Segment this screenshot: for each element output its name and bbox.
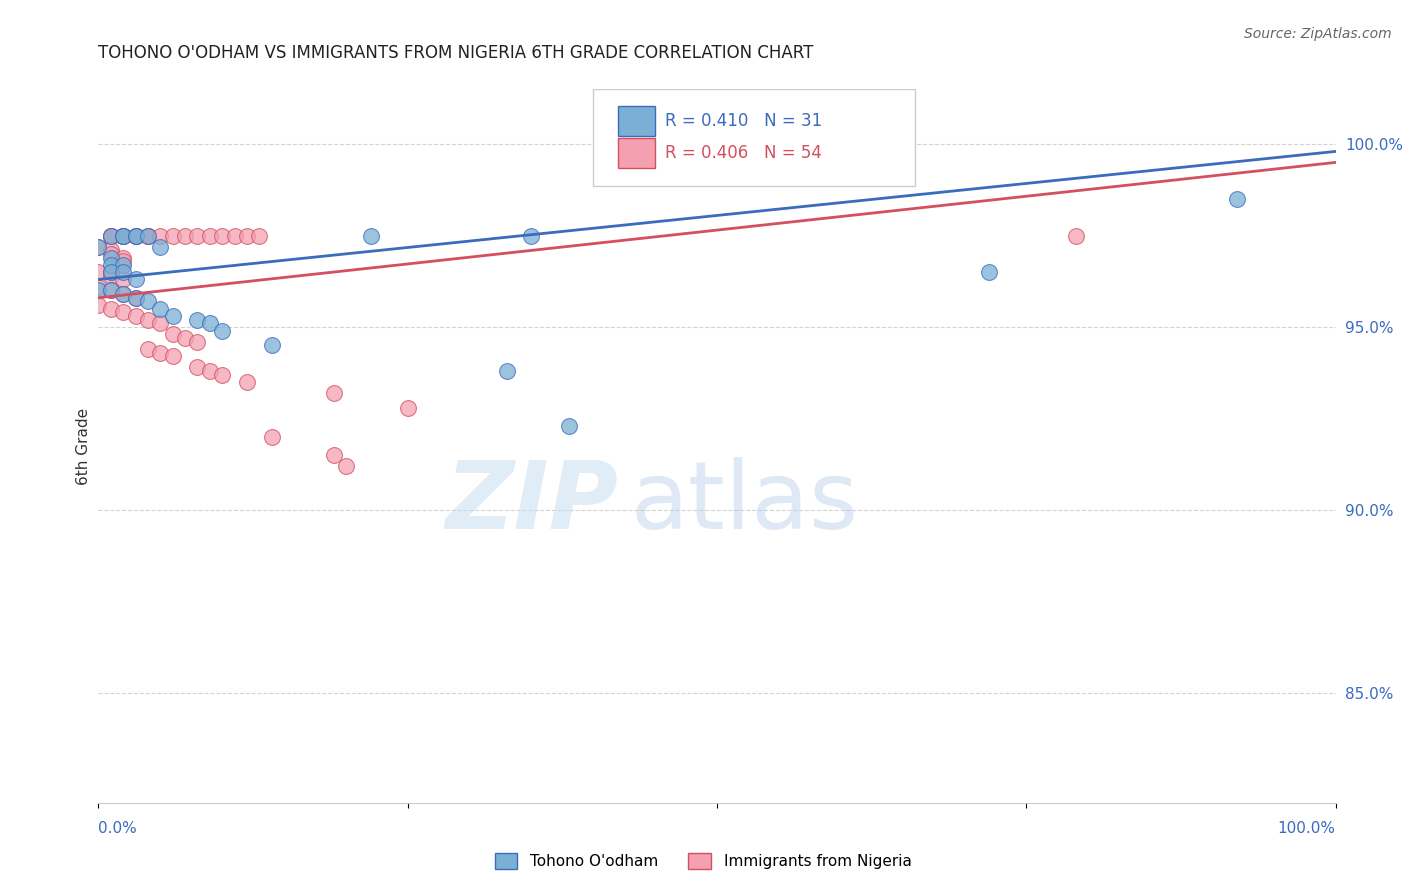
Point: [136, 228, 159, 243]
Text: Source: ZipAtlas.com: Source: ZipAtlas.com: [1244, 27, 1392, 41]
Point: [149, 239, 172, 253]
Point: [112, 228, 135, 243]
Point: [1226, 192, 1249, 206]
Point: [112, 287, 135, 301]
Point: [186, 228, 208, 243]
Point: [100, 251, 122, 265]
Point: [100, 301, 122, 316]
Text: 0.0%: 0.0%: [98, 821, 138, 836]
Point: [1064, 228, 1087, 243]
Point: [124, 272, 146, 286]
Text: R = 0.410   N = 31: R = 0.410 N = 31: [665, 112, 823, 129]
Point: [100, 284, 122, 298]
Point: [100, 268, 122, 283]
Point: [211, 228, 233, 243]
Point: [236, 375, 259, 389]
Point: [100, 228, 122, 243]
Point: [520, 228, 543, 243]
Y-axis label: 6th Grade: 6th Grade: [76, 408, 91, 484]
Point: [322, 448, 344, 462]
Bar: [619, 105, 655, 136]
Point: [198, 228, 221, 243]
Point: [149, 301, 172, 316]
Point: [124, 228, 146, 243]
Point: [124, 291, 146, 305]
Point: [322, 386, 344, 401]
Point: [260, 430, 283, 444]
Point: [112, 272, 135, 286]
Point: [260, 338, 283, 352]
Point: [186, 312, 208, 326]
Point: [112, 228, 135, 243]
Point: [149, 228, 172, 243]
Point: [149, 317, 172, 331]
Point: [112, 265, 135, 279]
Point: [557, 418, 579, 433]
Point: [396, 401, 419, 415]
Point: [162, 309, 184, 323]
Point: [124, 291, 146, 305]
Point: [198, 317, 221, 331]
Point: [112, 228, 135, 243]
Point: [149, 345, 172, 359]
Point: [87, 298, 110, 312]
Point: [112, 258, 135, 272]
Point: [100, 228, 122, 243]
Point: [136, 228, 159, 243]
Point: [87, 280, 110, 294]
Point: [236, 228, 259, 243]
FancyBboxPatch shape: [593, 89, 915, 186]
Point: [112, 228, 135, 243]
Text: TOHONO O'ODHAM VS IMMIGRANTS FROM NIGERIA 6TH GRADE CORRELATION CHART: TOHONO O'ODHAM VS IMMIGRANTS FROM NIGERI…: [98, 45, 814, 62]
Point: [112, 228, 135, 243]
Point: [136, 342, 159, 356]
Point: [100, 258, 122, 272]
Text: R = 0.406   N = 54: R = 0.406 N = 54: [665, 144, 823, 161]
Text: atlas: atlas: [630, 457, 859, 549]
Point: [87, 239, 110, 253]
Point: [162, 349, 184, 363]
Point: [174, 228, 197, 243]
Point: [124, 228, 146, 243]
Point: [186, 360, 208, 375]
Point: [124, 309, 146, 323]
Point: [495, 364, 517, 378]
Point: [136, 312, 159, 326]
Point: [335, 459, 357, 474]
Point: [100, 244, 122, 258]
Point: [100, 228, 122, 243]
Text: 100.0%: 100.0%: [1278, 821, 1336, 836]
Point: [112, 254, 135, 268]
Point: [100, 265, 122, 279]
Point: [100, 265, 122, 279]
Point: [136, 294, 159, 309]
Point: [162, 228, 184, 243]
Point: [162, 327, 184, 342]
Point: [87, 239, 110, 253]
Text: ZIP: ZIP: [446, 457, 619, 549]
Point: [174, 331, 197, 345]
Point: [124, 228, 146, 243]
Point: [979, 265, 1001, 279]
Point: [247, 228, 270, 243]
Legend: Tohono O'odham, Immigrants from Nigeria: Tohono O'odham, Immigrants from Nigeria: [488, 847, 918, 875]
Point: [360, 228, 382, 243]
Point: [112, 251, 135, 265]
Point: [211, 324, 233, 338]
Point: [112, 305, 135, 319]
Point: [100, 228, 122, 243]
Point: [124, 228, 146, 243]
Point: [211, 368, 233, 382]
Point: [186, 334, 208, 349]
Point: [100, 284, 122, 298]
Point: [224, 228, 246, 243]
Point: [112, 287, 135, 301]
Point: [198, 364, 221, 378]
Point: [136, 228, 159, 243]
Bar: [619, 137, 655, 168]
Point: [100, 247, 122, 261]
Point: [87, 284, 110, 298]
Point: [87, 265, 110, 279]
